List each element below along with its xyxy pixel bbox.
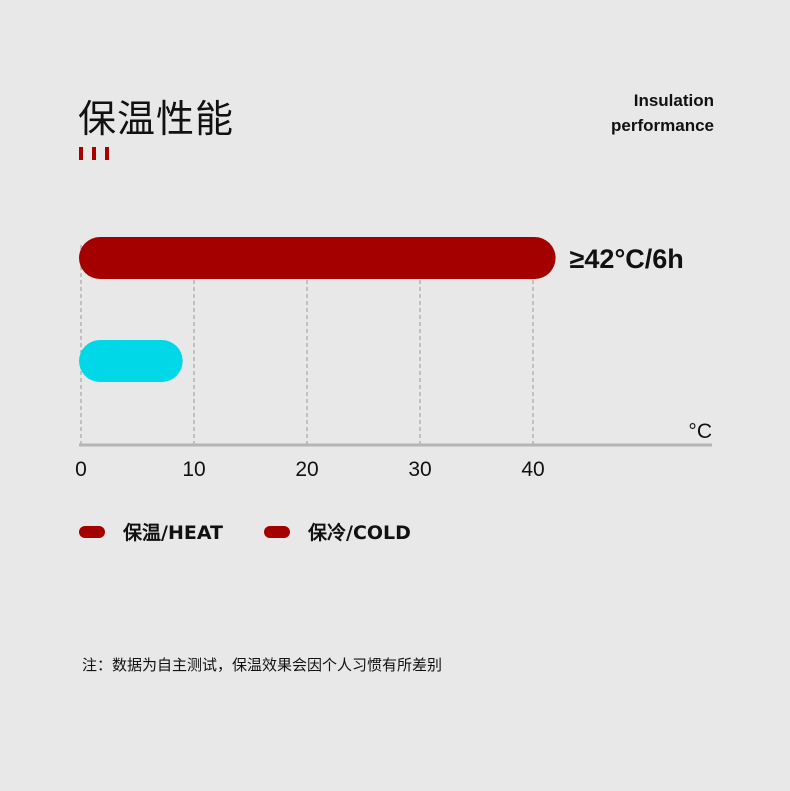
title-accent-marks <box>79 145 118 164</box>
legend-label-cold: 保冷/COLD <box>308 522 411 544</box>
page-title: 保温性能 <box>78 97 235 141</box>
x-tick-label: 40 <box>521 458 544 481</box>
bar-0 <box>79 237 556 279</box>
bar-1 <box>79 340 183 382</box>
data-label: ≥42°C/6h <box>570 244 684 274</box>
footnote: 注：数据为自主测试，保温效果会因个人习惯有所差别 <box>82 656 443 674</box>
x-tick-label: 30 <box>408 458 431 481</box>
page-subtitle: Insulation performance <box>611 88 714 138</box>
legend-swatch-heat <box>79 525 105 538</box>
x-unit-label: °C <box>688 420 712 443</box>
legend-swatch-cold <box>264 525 290 538</box>
legend-label-heat: 保温/HEAT <box>123 522 224 544</box>
legend-item-heat: 保温/HEAT <box>79 518 223 545</box>
subtitle-line-1: Insulation <box>633 91 714 110</box>
x-tick-label: 0 <box>75 458 87 481</box>
x-tick-label: 20 <box>295 458 318 481</box>
x-tick-label: 10 <box>182 458 205 481</box>
subtitle-line-2: performance <box>611 116 714 135</box>
legend-item-cold: 保冷/COLD <box>264 518 411 545</box>
